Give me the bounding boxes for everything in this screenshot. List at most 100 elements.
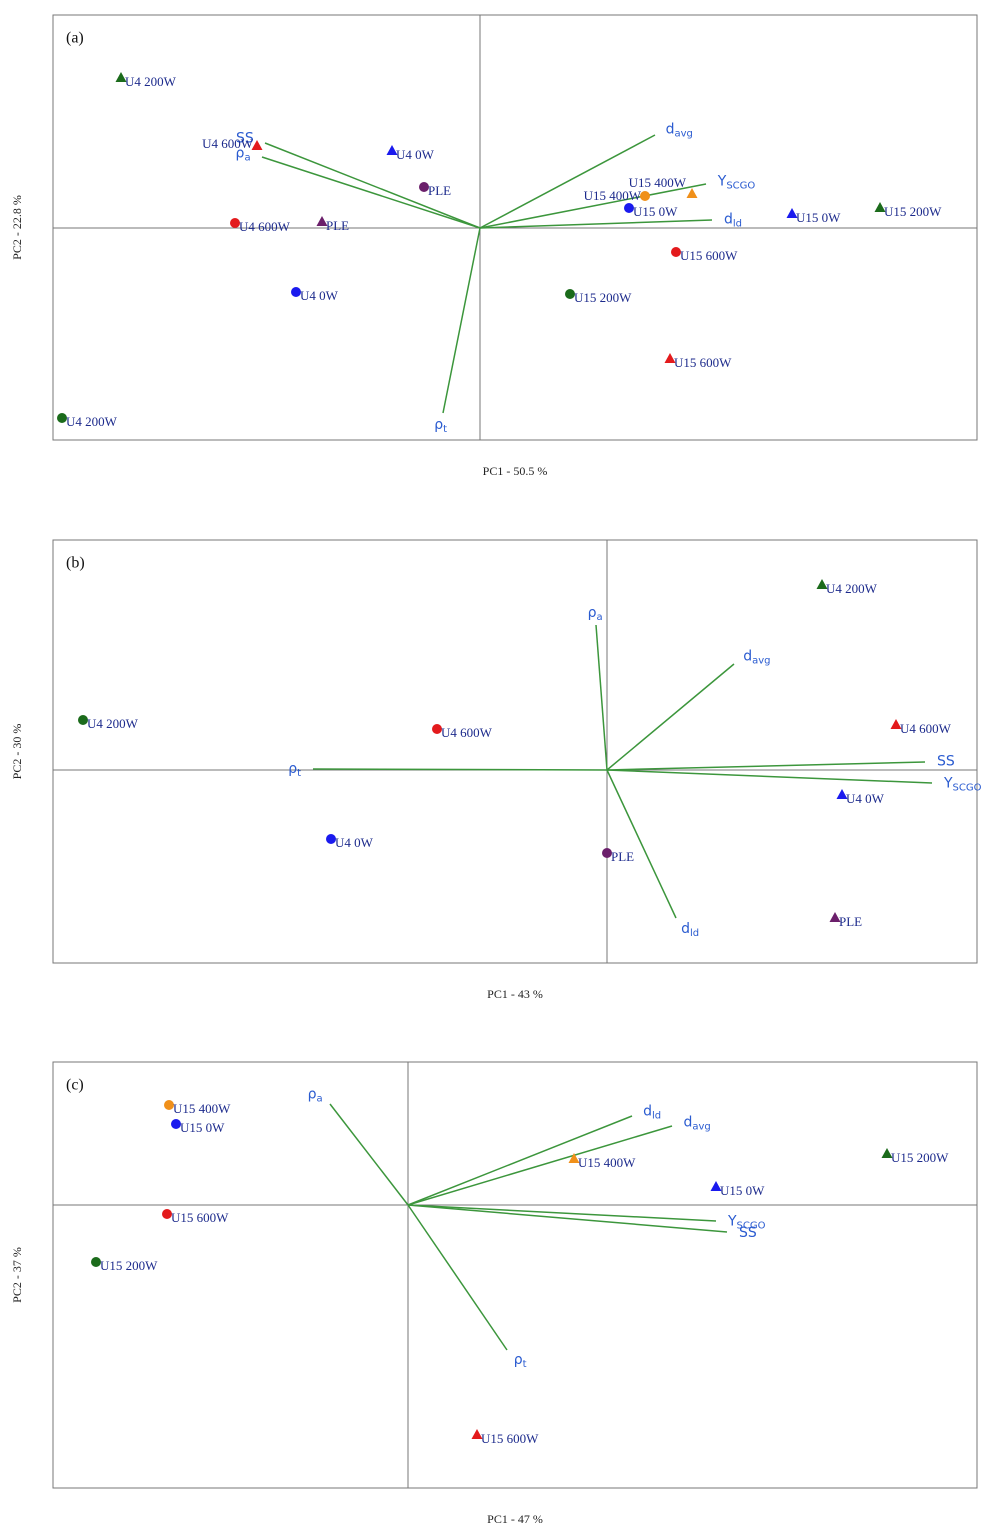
point-label: U15 400W [629,175,687,190]
plot-frame [52,1061,978,1489]
point-triangle [471,1429,483,1439]
loading-label: YSCGO [717,174,756,192]
loading-name: d [724,212,733,228]
loading-vector [479,219,713,229]
loading-vector [442,227,481,414]
loading-label: SS [937,754,955,770]
point-triangle [786,208,798,218]
loading-vector [606,769,933,784]
point-label: U15 600W [481,1431,539,1446]
point-circle [419,182,429,192]
point-triangle [890,719,902,729]
point-circle [171,1119,181,1129]
loading-subscript: SCGO [726,181,755,192]
loading-label: SS [739,1225,757,1241]
loading-subscript: avg [752,655,770,666]
point-label: U15 400W [578,1155,636,1170]
y-axis-label: PC2 - 30 % [10,724,24,780]
loading-vector [329,1103,409,1206]
point-label: U4 600W [441,725,493,740]
loading-vector [606,761,926,771]
loading-vector [312,768,608,771]
point-label: U15 0W [633,204,678,219]
loading-name: d [643,1104,652,1120]
point-triangle [881,1148,893,1158]
panel-label: (a) [66,30,84,47]
point-label: U15 0W [720,1183,765,1198]
point-triangle [115,72,127,82]
point-triangle [829,912,841,922]
point-label: U15 0W [180,1120,225,1135]
point-triangle [664,353,676,363]
point-triangle [568,1153,580,1163]
loading-vector [479,134,656,229]
point-circle [291,287,301,297]
point-label: U15 200W [574,290,632,305]
loading-subscript: ld [690,928,699,939]
loading-label: ρt [288,761,301,779]
loading-label: ρt [434,417,447,435]
point-label: U4 0W [396,147,435,162]
loading-label: dld [643,1104,661,1122]
loading-name: d [683,1115,692,1131]
point-triangle [816,579,828,589]
loading-name: ρ [236,145,245,161]
panel-label: (b) [66,555,85,572]
loading-label: YSCGO [727,1214,766,1232]
point-circle [78,715,88,725]
loading-vector [407,1125,673,1206]
point-circle [624,203,634,213]
loading-label: dld [724,212,742,230]
y-axis-label: PC2 - 37 % [10,1247,24,1303]
point-circle [432,724,442,734]
point-label: U15 200W [884,204,942,219]
point-circle [162,1209,172,1219]
loading-label: davg [666,121,693,139]
loading-subscript: t [297,768,301,779]
point-label: U4 200W [125,74,177,89]
point-triangle [874,202,886,212]
point-circle [640,191,650,201]
loading-vector [407,1204,728,1233]
loading-name: ρ [434,417,443,433]
loading-subscript: SCGO [737,1221,766,1232]
loading-name: d [666,121,675,137]
loading-name: SS [236,131,254,147]
loading-label: davg [743,648,770,666]
point-label: PLE [326,218,349,233]
loading-name: d [681,921,690,937]
point-label: U15 200W [100,1258,158,1273]
point-circle [91,1257,101,1267]
loading-name: SS [937,754,955,770]
loading-vector [595,624,608,771]
point-label: U4 200W [826,581,878,596]
point-label: PLE [428,183,451,198]
point-circle [602,848,612,858]
x-axis-label: PC1 - 50.5 % [483,464,548,478]
loading-vector [606,663,735,771]
loading-name: Y [943,775,953,791]
point-triangle [316,216,328,226]
point-label: U4 200W [66,414,118,429]
loading-subscript: ld [652,1111,661,1122]
loading-label: ρa [236,145,251,163]
point-circle [565,289,575,299]
loading-subscript: avg [692,1122,710,1133]
loading-vector [407,1204,508,1351]
loading-name: ρ [288,761,297,777]
point-label: U15 600W [674,355,732,370]
point-label: U4 0W [846,791,885,806]
point-triangle [686,188,698,198]
point-circle [57,413,67,423]
loading-vector [479,183,707,229]
loading-name: SS [739,1225,757,1241]
loading-label: ρa [588,605,603,623]
point-label: U4 0W [300,288,339,303]
loading-vector [264,142,481,229]
loading-subscript: SCGO [953,782,982,793]
point-label: U4 600W [900,721,952,736]
loading-subscript: avg [674,128,692,139]
point-label: PLE [839,914,862,929]
loading-vector [606,769,677,919]
